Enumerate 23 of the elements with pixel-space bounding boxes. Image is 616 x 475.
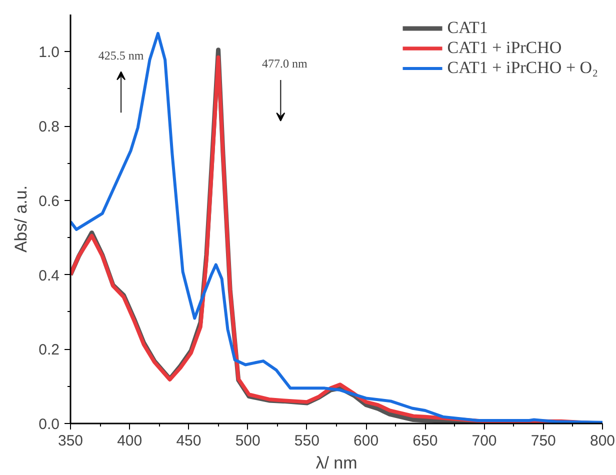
x-tick-label: 700 xyxy=(472,432,497,450)
x-tick-label: 750 xyxy=(530,432,556,450)
x-tick-label: 800 xyxy=(590,432,616,450)
x-tick-label: 450 xyxy=(176,432,202,450)
annotation: 477.0 nm xyxy=(262,56,308,71)
legend-label: CAT1 + iPrCHO + O₂ xyxy=(447,58,598,78)
y-tick-label: 0.2 xyxy=(38,342,60,359)
x-tick-label: 650 xyxy=(412,432,438,450)
x-axis-title: λ/ nm xyxy=(316,454,358,472)
y-tick-label: 0.8 xyxy=(38,118,60,136)
legend-label: CAT1 xyxy=(447,18,488,38)
y-tick-label: 0.0 xyxy=(38,416,60,433)
x-tick-label: 400 xyxy=(117,432,142,450)
x-tick-label: 550 xyxy=(294,432,320,450)
annotation: 425.5 nm xyxy=(98,48,144,62)
x-tick-label: 600 xyxy=(354,432,379,450)
y-tick-label: 0.4 xyxy=(38,267,60,284)
y-axis-title: Abs/ a.u. xyxy=(12,185,31,253)
x-tick-label: 350 xyxy=(58,432,84,450)
legend-label: CAT1 + iPrCHO xyxy=(447,38,562,58)
x-tick-label: 500 xyxy=(235,432,260,450)
y-tick-label: 0.6 xyxy=(38,192,60,210)
y-tick-label: 1.0 xyxy=(38,44,60,62)
